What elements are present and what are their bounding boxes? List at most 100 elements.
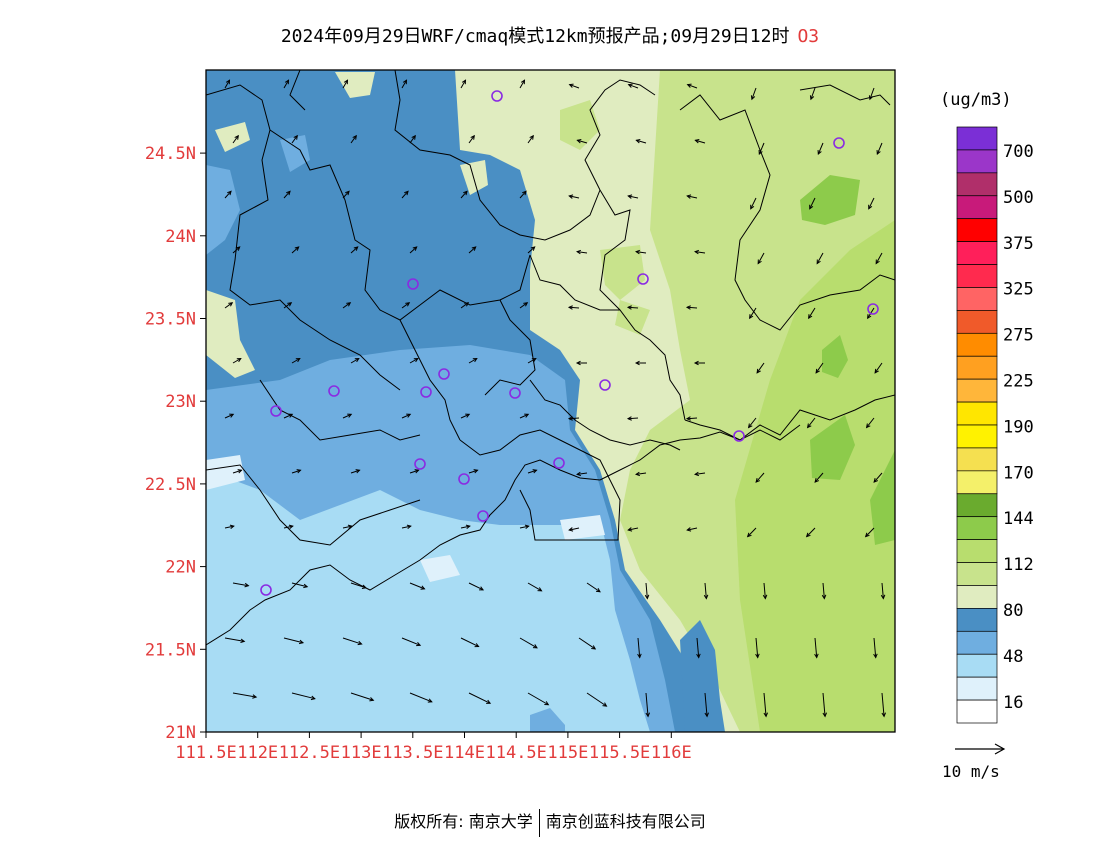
station-marker bbox=[458, 473, 470, 485]
colorbar-label: 48 bbox=[1003, 647, 1023, 667]
field-dark-blue-tongue bbox=[680, 620, 725, 732]
x-tick-label: 115E bbox=[547, 743, 588, 763]
wind-arrow bbox=[527, 692, 550, 706]
field-pale-patch-4 bbox=[206, 290, 255, 378]
wind-arrow bbox=[806, 417, 816, 429]
colorbar-swatch bbox=[956, 378, 998, 403]
wind-arrow bbox=[224, 190, 232, 199]
wind-arrow bbox=[686, 527, 698, 532]
x-tick-label: 115.5E bbox=[589, 743, 650, 763]
wind-arrow bbox=[283, 79, 290, 89]
wind-arrow bbox=[460, 524, 471, 530]
wind-arrow bbox=[283, 524, 294, 530]
wind-arrow bbox=[814, 472, 824, 483]
wind-arrow bbox=[468, 582, 485, 591]
x-tick-label: 113E bbox=[341, 743, 382, 763]
wind-arrow bbox=[468, 246, 477, 254]
boundary-1 bbox=[206, 84, 401, 391]
x-tick-label: 116E bbox=[651, 743, 692, 763]
wind-arrow bbox=[815, 362, 824, 374]
wind-reference-label: 10 m/s bbox=[942, 762, 1000, 781]
wind-arrow bbox=[232, 134, 239, 144]
colorbar-label: 16 bbox=[1003, 693, 1023, 713]
wind-arrow bbox=[350, 134, 357, 144]
wind-arrow bbox=[519, 413, 530, 419]
footer-right: 南京创蓝科技有限公司 bbox=[545, 812, 706, 831]
wind-arrow bbox=[283, 190, 291, 199]
wind-arrow bbox=[567, 305, 580, 310]
wind-arrow bbox=[873, 472, 883, 483]
species-label: O3 bbox=[797, 26, 820, 47]
y-tick-label: 21.5N bbox=[145, 640, 196, 660]
wind-arrow bbox=[224, 524, 235, 530]
wind-arrow bbox=[758, 142, 765, 156]
x-tick-label: 111.5E bbox=[175, 743, 236, 763]
colorbar-swatch bbox=[956, 195, 998, 220]
colorbar-swatch bbox=[956, 447, 998, 472]
wind-arrow bbox=[527, 469, 538, 474]
colorbar-swatch bbox=[956, 401, 998, 426]
wind-arrow bbox=[874, 362, 883, 374]
wind-arrow bbox=[401, 637, 422, 647]
wind-arrow bbox=[291, 582, 309, 589]
station-marker bbox=[414, 458, 426, 470]
wind-arrow bbox=[342, 524, 353, 530]
boundary-13 bbox=[206, 464, 421, 546]
wind-arrow bbox=[576, 471, 588, 477]
boundary-15 bbox=[459, 429, 621, 541]
wind-arrow bbox=[460, 302, 470, 309]
wind-arrow bbox=[342, 413, 353, 419]
x-tick-label: 112.5E bbox=[279, 743, 340, 763]
wind-arrow bbox=[232, 692, 258, 699]
station-marker bbox=[491, 90, 503, 102]
field-bright-green-1 bbox=[800, 175, 860, 225]
concentration-field bbox=[206, 70, 895, 732]
wind-arrow bbox=[817, 142, 824, 156]
field-pale-patch-1 bbox=[215, 122, 250, 152]
wind-arrow bbox=[527, 357, 537, 364]
footer-left: 版权所有: 南京大学 bbox=[394, 812, 533, 831]
wind-arrow bbox=[576, 138, 588, 144]
colorbar-swatch bbox=[956, 126, 998, 151]
wind-arrow bbox=[634, 360, 646, 366]
wind-arrow bbox=[876, 142, 883, 156]
wind-arrow bbox=[568, 527, 580, 532]
boundary-10 bbox=[399, 319, 461, 441]
colorbar-swatch bbox=[956, 470, 998, 495]
wind-arrow bbox=[821, 582, 827, 600]
wind-arrow bbox=[822, 692, 828, 718]
boundary-5 bbox=[584, 79, 656, 191]
colorbar-label: 190 bbox=[1003, 417, 1034, 437]
wind-arrow bbox=[283, 413, 294, 419]
colorbar-label: 500 bbox=[1003, 188, 1034, 208]
x-tick-label: 114.5E bbox=[485, 743, 546, 763]
colorbar-swatch bbox=[956, 562, 998, 586]
wind-arrow bbox=[224, 413, 235, 419]
wind-arrow bbox=[755, 472, 765, 483]
boundary-12 bbox=[684, 394, 895, 441]
boundary-4 bbox=[394, 70, 601, 241]
wind-arrow bbox=[637, 637, 642, 659]
wind-arrow bbox=[409, 246, 418, 254]
colorbar-swatch bbox=[956, 676, 998, 701]
wind-arrow bbox=[342, 302, 352, 309]
x-axis: 111.5E 112E 112.5E 113E 113.5E 114E 114.5E 115E… bbox=[175, 732, 692, 763]
wind-arrow bbox=[627, 194, 639, 199]
station-marker bbox=[733, 430, 745, 442]
wind-arrow bbox=[763, 692, 769, 718]
station-marker bbox=[599, 379, 611, 391]
colorbar-label: 375 bbox=[1003, 234, 1034, 254]
wind-arrow bbox=[809, 87, 816, 101]
colorbar-swatch bbox=[956, 332, 998, 357]
field-pale-patch-2 bbox=[335, 72, 375, 98]
wind-arrow bbox=[747, 417, 757, 429]
station-marker bbox=[270, 405, 282, 417]
colorbar-swatch bbox=[956, 355, 998, 380]
wind-arrow bbox=[460, 413, 471, 419]
boundary-8 bbox=[799, 84, 891, 106]
wind-arrow bbox=[409, 582, 426, 590]
field-bright-green-2 bbox=[822, 335, 848, 378]
boundary-3 bbox=[289, 70, 306, 111]
colorbar-swatch bbox=[956, 172, 998, 197]
colorbar-swatch bbox=[956, 218, 998, 242]
